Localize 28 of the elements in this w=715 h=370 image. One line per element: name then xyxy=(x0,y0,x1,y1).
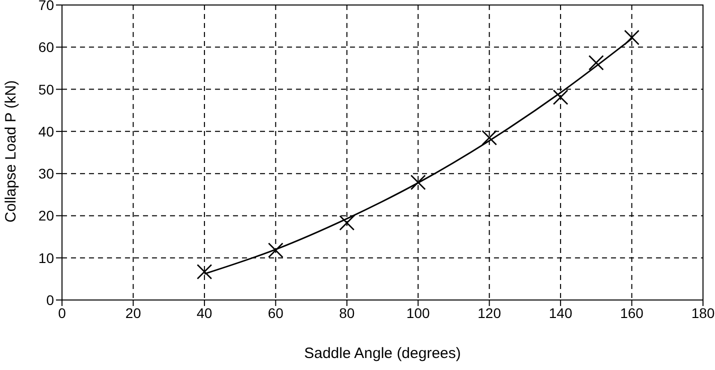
y-tick-label: 20 xyxy=(38,208,54,224)
x-tick-label: 180 xyxy=(691,304,715,321)
x-tick-label: 100 xyxy=(406,304,430,321)
y-tick-label: 60 xyxy=(38,39,54,56)
x-tick-label: 60 xyxy=(268,304,284,321)
y-tick-label: 40 xyxy=(38,123,54,140)
y-axis-title: Collapse Load P (kN) xyxy=(2,80,20,222)
point xyxy=(196,264,212,280)
point xyxy=(552,90,568,105)
x-tick-label: 40 xyxy=(196,304,212,321)
y-tick-label: 70 xyxy=(38,0,54,13)
point xyxy=(482,130,498,146)
point xyxy=(410,174,426,190)
point xyxy=(339,215,355,231)
y-tick-label: 10 xyxy=(38,250,54,266)
y-tick-label: 0 xyxy=(46,292,54,308)
x-tick-label: 80 xyxy=(339,304,355,321)
x-tick-label: 140 xyxy=(548,304,572,321)
x-tick-label: 160 xyxy=(620,304,644,321)
y-tick-label: 50 xyxy=(38,81,54,98)
point xyxy=(624,30,640,46)
y-tick-label: 30 xyxy=(38,166,54,182)
point xyxy=(588,55,604,70)
x-tick-label: 0 xyxy=(58,304,66,321)
x-tick-label: 20 xyxy=(125,304,142,321)
x-axis-title: Saddle Angle (degrees) xyxy=(304,345,461,362)
x-tick-label: 120 xyxy=(478,304,502,321)
point xyxy=(268,242,284,258)
